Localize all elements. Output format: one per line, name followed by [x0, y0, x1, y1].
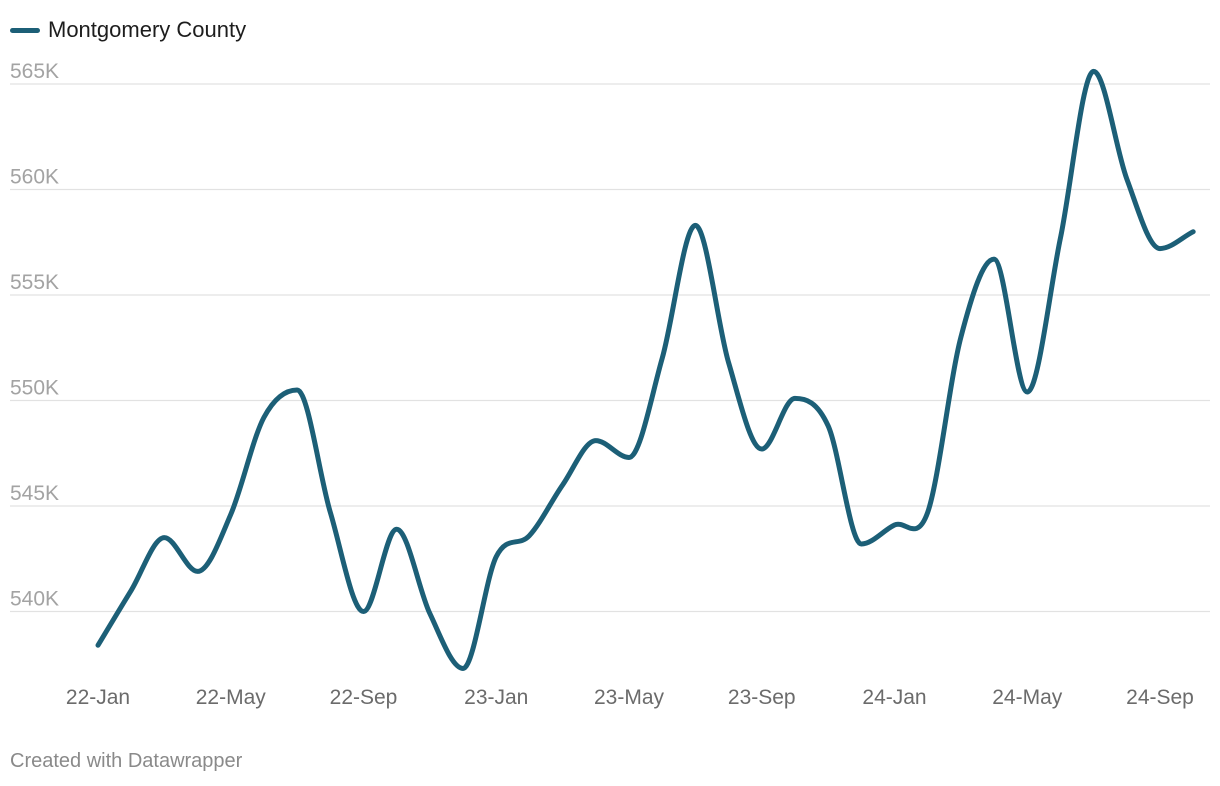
- x-tick-label: 24-May: [992, 686, 1063, 709]
- data-point: [361, 609, 367, 615]
- credit-footer: Created with Datawrapper: [10, 750, 243, 772]
- y-tick-label: 560K: [10, 166, 59, 189]
- x-tick-label: 22-May: [196, 686, 267, 709]
- data-point: [759, 446, 765, 452]
- legend-label: Montgomery County: [48, 17, 247, 42]
- y-tick-label: 550K: [10, 377, 59, 400]
- data-point: [526, 533, 532, 539]
- x-tick-label: 22-Sep: [330, 686, 398, 709]
- data-point: [958, 334, 964, 340]
- data-point: [726, 360, 732, 366]
- data-point: [892, 522, 898, 528]
- data-point: [1124, 176, 1130, 182]
- data-point: [626, 454, 632, 460]
- data-point: [261, 414, 267, 420]
- data-point: [195, 568, 201, 574]
- y-axis-ticks: 540K 545K 550K 555K 560K 565K: [10, 60, 59, 611]
- gridlines: [10, 83, 1210, 613]
- data-point: [1091, 68, 1097, 74]
- y-tick-label: 545K: [10, 482, 59, 505]
- data-point: [460, 665, 466, 671]
- x-tick-label: 23-May: [594, 686, 665, 709]
- data-point: [991, 256, 997, 262]
- series-line-montgomery-county: [95, 68, 1196, 671]
- data-point: [95, 642, 101, 648]
- x-tick-label: 24-Sep: [1126, 686, 1194, 709]
- data-point: [394, 526, 400, 532]
- data-point: [493, 554, 499, 560]
- data-point: [925, 509, 931, 515]
- legend-swatch: [10, 27, 40, 33]
- data-point: [128, 587, 134, 593]
- data-point: [659, 355, 665, 361]
- data-point: [1057, 235, 1063, 241]
- y-tick-label: 565K: [10, 60, 59, 83]
- data-point: [1157, 246, 1163, 252]
- data-point: [792, 395, 798, 401]
- y-tick-label: 555K: [10, 271, 59, 294]
- data-point: [161, 535, 167, 541]
- data-point: [1190, 229, 1196, 235]
- data-point: [560, 482, 566, 488]
- data-point: [692, 222, 698, 228]
- data-point: [825, 423, 831, 429]
- data-point: [228, 511, 234, 517]
- x-tick-label: 22-Jan: [66, 686, 130, 709]
- x-tick-label: 24-Jan: [862, 686, 926, 709]
- data-point: [1024, 389, 1030, 395]
- x-tick-label: 23-Sep: [728, 686, 796, 709]
- y-tick-label: 540K: [10, 588, 59, 611]
- data-point: [327, 509, 333, 515]
- x-axis-ticks: 22-Jan 22-May 22-Sep 23-Jan 23-May 23-Sep 24-J…: [66, 686, 1194, 709]
- series-layer: [95, 68, 1196, 671]
- data-point: [858, 541, 864, 547]
- x-tick-label: 23-Jan: [464, 686, 528, 709]
- data-point: [593, 438, 599, 444]
- legend: Montgomery County: [10, 16, 246, 44]
- data-point: [427, 611, 433, 617]
- data-point: [294, 387, 300, 393]
